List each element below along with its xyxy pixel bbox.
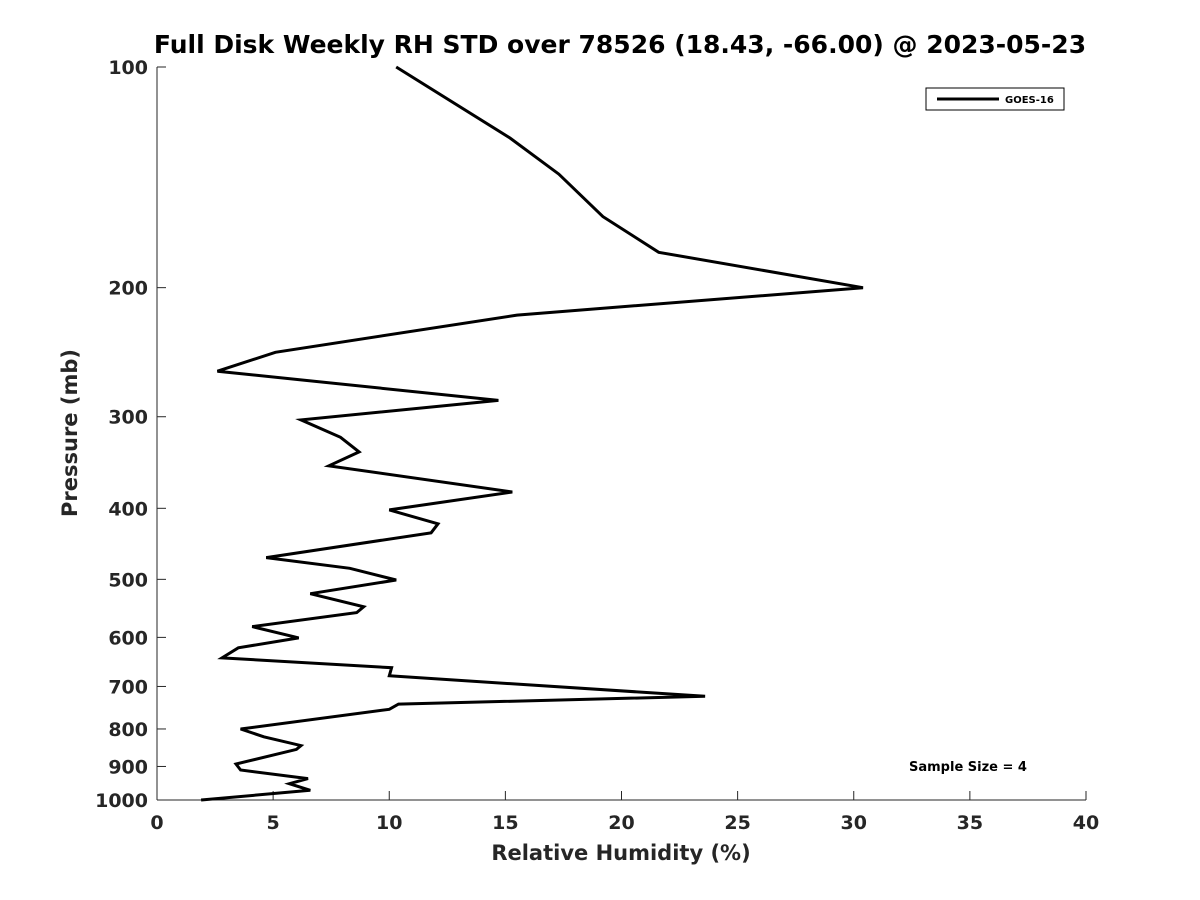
x-tick-label: 5 <box>267 812 280 834</box>
y-tick-label: 500 <box>108 569 148 591</box>
x-axis-label: Relative Humidity (%) <box>491 841 750 865</box>
x-tick-label: 0 <box>150 812 163 834</box>
y-tick-label: 900 <box>108 756 148 778</box>
sample-size-annotation: Sample Size = 4 <box>909 760 1027 775</box>
legend-label-goes-16: GOES-16 <box>1005 95 1054 106</box>
chart-title: Full Disk Weekly RH STD over 78526 (18.4… <box>154 30 1086 59</box>
y-axis-label: Pressure (mb) <box>58 349 82 517</box>
y-tick-label: 800 <box>108 719 148 741</box>
y-tick-label: 200 <box>108 278 148 300</box>
x-tick-label: 40 <box>1073 812 1099 834</box>
x-tick-label: 25 <box>724 812 750 834</box>
x-axis-ticks: 0 5 10 15 20 25 30 35 40 <box>150 791 1099 834</box>
series-layer <box>200 65 864 802</box>
x-tick-label: 20 <box>608 812 634 834</box>
x-tick-label: 30 <box>841 812 867 834</box>
x-tick-label: 35 <box>957 812 983 834</box>
y-tick-label: 1000 <box>95 790 148 812</box>
y-axis-ticks: 100 200 300 400 500 600 700 800 900 1000 <box>95 57 166 812</box>
y-tick-label: 400 <box>108 498 148 520</box>
y-tick-label: 700 <box>108 676 148 698</box>
legend: GOES-16 <box>925 87 1065 111</box>
y-tick-label: 600 <box>108 627 148 649</box>
x-tick-label: 10 <box>376 812 402 834</box>
y-tick-label: 100 <box>108 57 148 79</box>
series-line-goes-16 <box>200 65 864 802</box>
y-tick-label: 300 <box>108 407 148 429</box>
x-tick-label: 15 <box>492 812 518 834</box>
